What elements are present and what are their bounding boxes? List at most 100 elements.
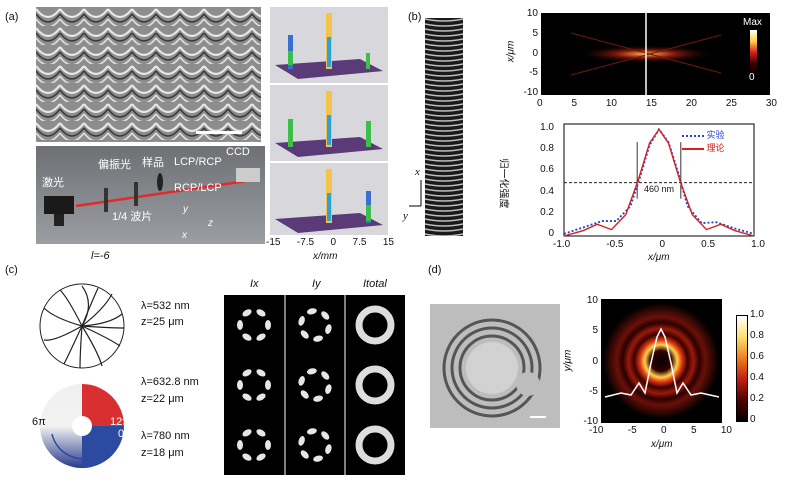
intensity-pattern	[237, 369, 271, 401]
tick: 1.0	[751, 239, 765, 250]
b-axis-x: x	[415, 166, 420, 178]
label-quarter-wave: 1/4 波片	[112, 211, 153, 223]
tick: 0	[750, 414, 756, 425]
tick: 1.0	[540, 122, 554, 133]
b-cb-min: 0	[749, 72, 755, 83]
b-bottom-xticks: -1.0 -0.5 0 0.5 1.0	[553, 239, 765, 250]
axis-x: x	[182, 230, 187, 241]
axis-z: z	[208, 218, 213, 229]
tick: 15	[382, 237, 394, 248]
series-line-experiment	[563, 127, 755, 235]
label-polarizer: 偏振光	[98, 159, 131, 171]
tick: -10	[589, 425, 604, 436]
focal-heatmap	[541, 13, 770, 95]
intensity-3d-plots	[270, 7, 388, 235]
tick: 7.5	[352, 237, 367, 248]
phase-12pi: 12π	[110, 416, 130, 428]
l-label: l=-6	[91, 250, 110, 262]
c-col-iy: Iy	[312, 278, 321, 290]
intensity-pattern	[298, 308, 332, 342]
d-xlabel: x/μm	[651, 439, 673, 450]
tick: 10	[586, 295, 598, 306]
tick: 0.6	[750, 351, 764, 362]
panel-label-d: (d)	[428, 264, 442, 276]
tick: -5	[529, 67, 538, 79]
tick: 0.6	[540, 164, 554, 176]
b-cb-max: Max	[743, 17, 762, 28]
tick: 0	[330, 237, 337, 248]
label-laser: 激光	[42, 177, 64, 189]
plot-3d-1	[270, 7, 388, 83]
b-axis-y: y	[403, 210, 408, 222]
d-xticks: -10 -5 0 5 10	[589, 425, 732, 436]
tick: 10	[526, 8, 538, 19]
a-x-ticks: -15 -7.5 0 7.5 15	[266, 237, 394, 248]
phase-0: 0	[118, 428, 125, 440]
c-lambda-3: λ=780 nm	[141, 430, 190, 442]
intensity-pattern	[237, 429, 271, 461]
b-bottom-yticks: 1.0 0.8 0.6 0.4 0.2 0	[528, 122, 554, 239]
label-sample: 样品	[142, 157, 164, 169]
tick: 10	[605, 98, 617, 109]
tick: 0.8	[540, 143, 554, 155]
tick: 5	[532, 27, 538, 39]
tick: -10	[523, 87, 538, 98]
tick: 0	[532, 47, 538, 59]
intensity-pattern	[355, 425, 395, 465]
label-lcp-rcp: LCP/RCP	[174, 156, 222, 168]
tick: 0	[659, 239, 666, 250]
tick: 0	[592, 355, 598, 367]
tick: 0	[661, 425, 667, 436]
tick: -5	[627, 425, 637, 436]
phase-6pi: 6π	[32, 416, 46, 428]
b-bottom-xlabel: x/μm	[648, 252, 670, 263]
tick: 25	[725, 98, 737, 109]
plot-3d-2	[270, 85, 388, 161]
plot-3d-3	[270, 163, 388, 235]
intensity-profile-chart	[563, 123, 755, 237]
label-rcp-lcp: RCP/LCP	[174, 182, 222, 194]
tick: 5	[690, 425, 697, 436]
hologram-disk	[39, 283, 125, 369]
c-lambda-2: λ=632.8 nm	[141, 376, 199, 388]
panel-label-b: (b)	[408, 11, 422, 23]
tick: -7.5	[296, 237, 315, 248]
tick: 0	[548, 227, 554, 239]
b-top-yticks: 10 5 0 -5 -10	[520, 8, 538, 98]
c-lambda-1: λ=532 nm	[141, 300, 190, 312]
intensity-pattern	[355, 365, 395, 405]
tick: -10	[583, 416, 598, 427]
legend-theory: 理论	[682, 141, 725, 154]
tick: 30	[765, 98, 777, 109]
tick: 20	[685, 98, 697, 109]
tick: 0.2	[540, 206, 554, 218]
tick: -0.5	[606, 239, 624, 250]
tick: 5	[592, 325, 598, 337]
legend-experiment-label: 实验	[706, 130, 725, 140]
structure-sem-image	[425, 18, 463, 236]
intensity-pattern	[298, 428, 332, 462]
tick: -15	[266, 237, 281, 248]
intensity-pattern	[237, 309, 271, 341]
intensity-pattern	[298, 368, 332, 402]
b-axes-arrows	[409, 180, 422, 207]
tick: -5	[589, 385, 598, 397]
tick: 10	[720, 425, 732, 436]
b-top-xticks: 0 5 10 15 20 25 30	[537, 98, 777, 109]
d-cb-ticks: 1.0 0.8 0.6 0.4 0.2 0	[750, 309, 764, 425]
b-top-ylabel: x/μm	[505, 40, 517, 63]
tick: 0.4	[540, 185, 554, 197]
panel-label-c: (c)	[5, 264, 18, 276]
spiral-sem-image	[430, 304, 560, 428]
b-colorbar	[750, 30, 757, 75]
metasurface-sem-image	[36, 7, 261, 142]
b-bottom-ylabel: 归一化强度	[497, 158, 509, 209]
a-x-label: x/mm	[313, 251, 338, 262]
d-colorbar	[736, 315, 748, 422]
intensity-pattern	[355, 305, 395, 345]
optical-setup-image: 激光 偏振光 样品 LCP/RCP CCD RCP/LCP 1/4 波片 y z…	[36, 146, 265, 244]
tick: 0.2	[750, 393, 764, 404]
series-line-theory	[563, 128, 755, 237]
d-ylabel: y/μm	[562, 349, 574, 372]
annotation-460nm: 460 nm	[644, 184, 675, 194]
